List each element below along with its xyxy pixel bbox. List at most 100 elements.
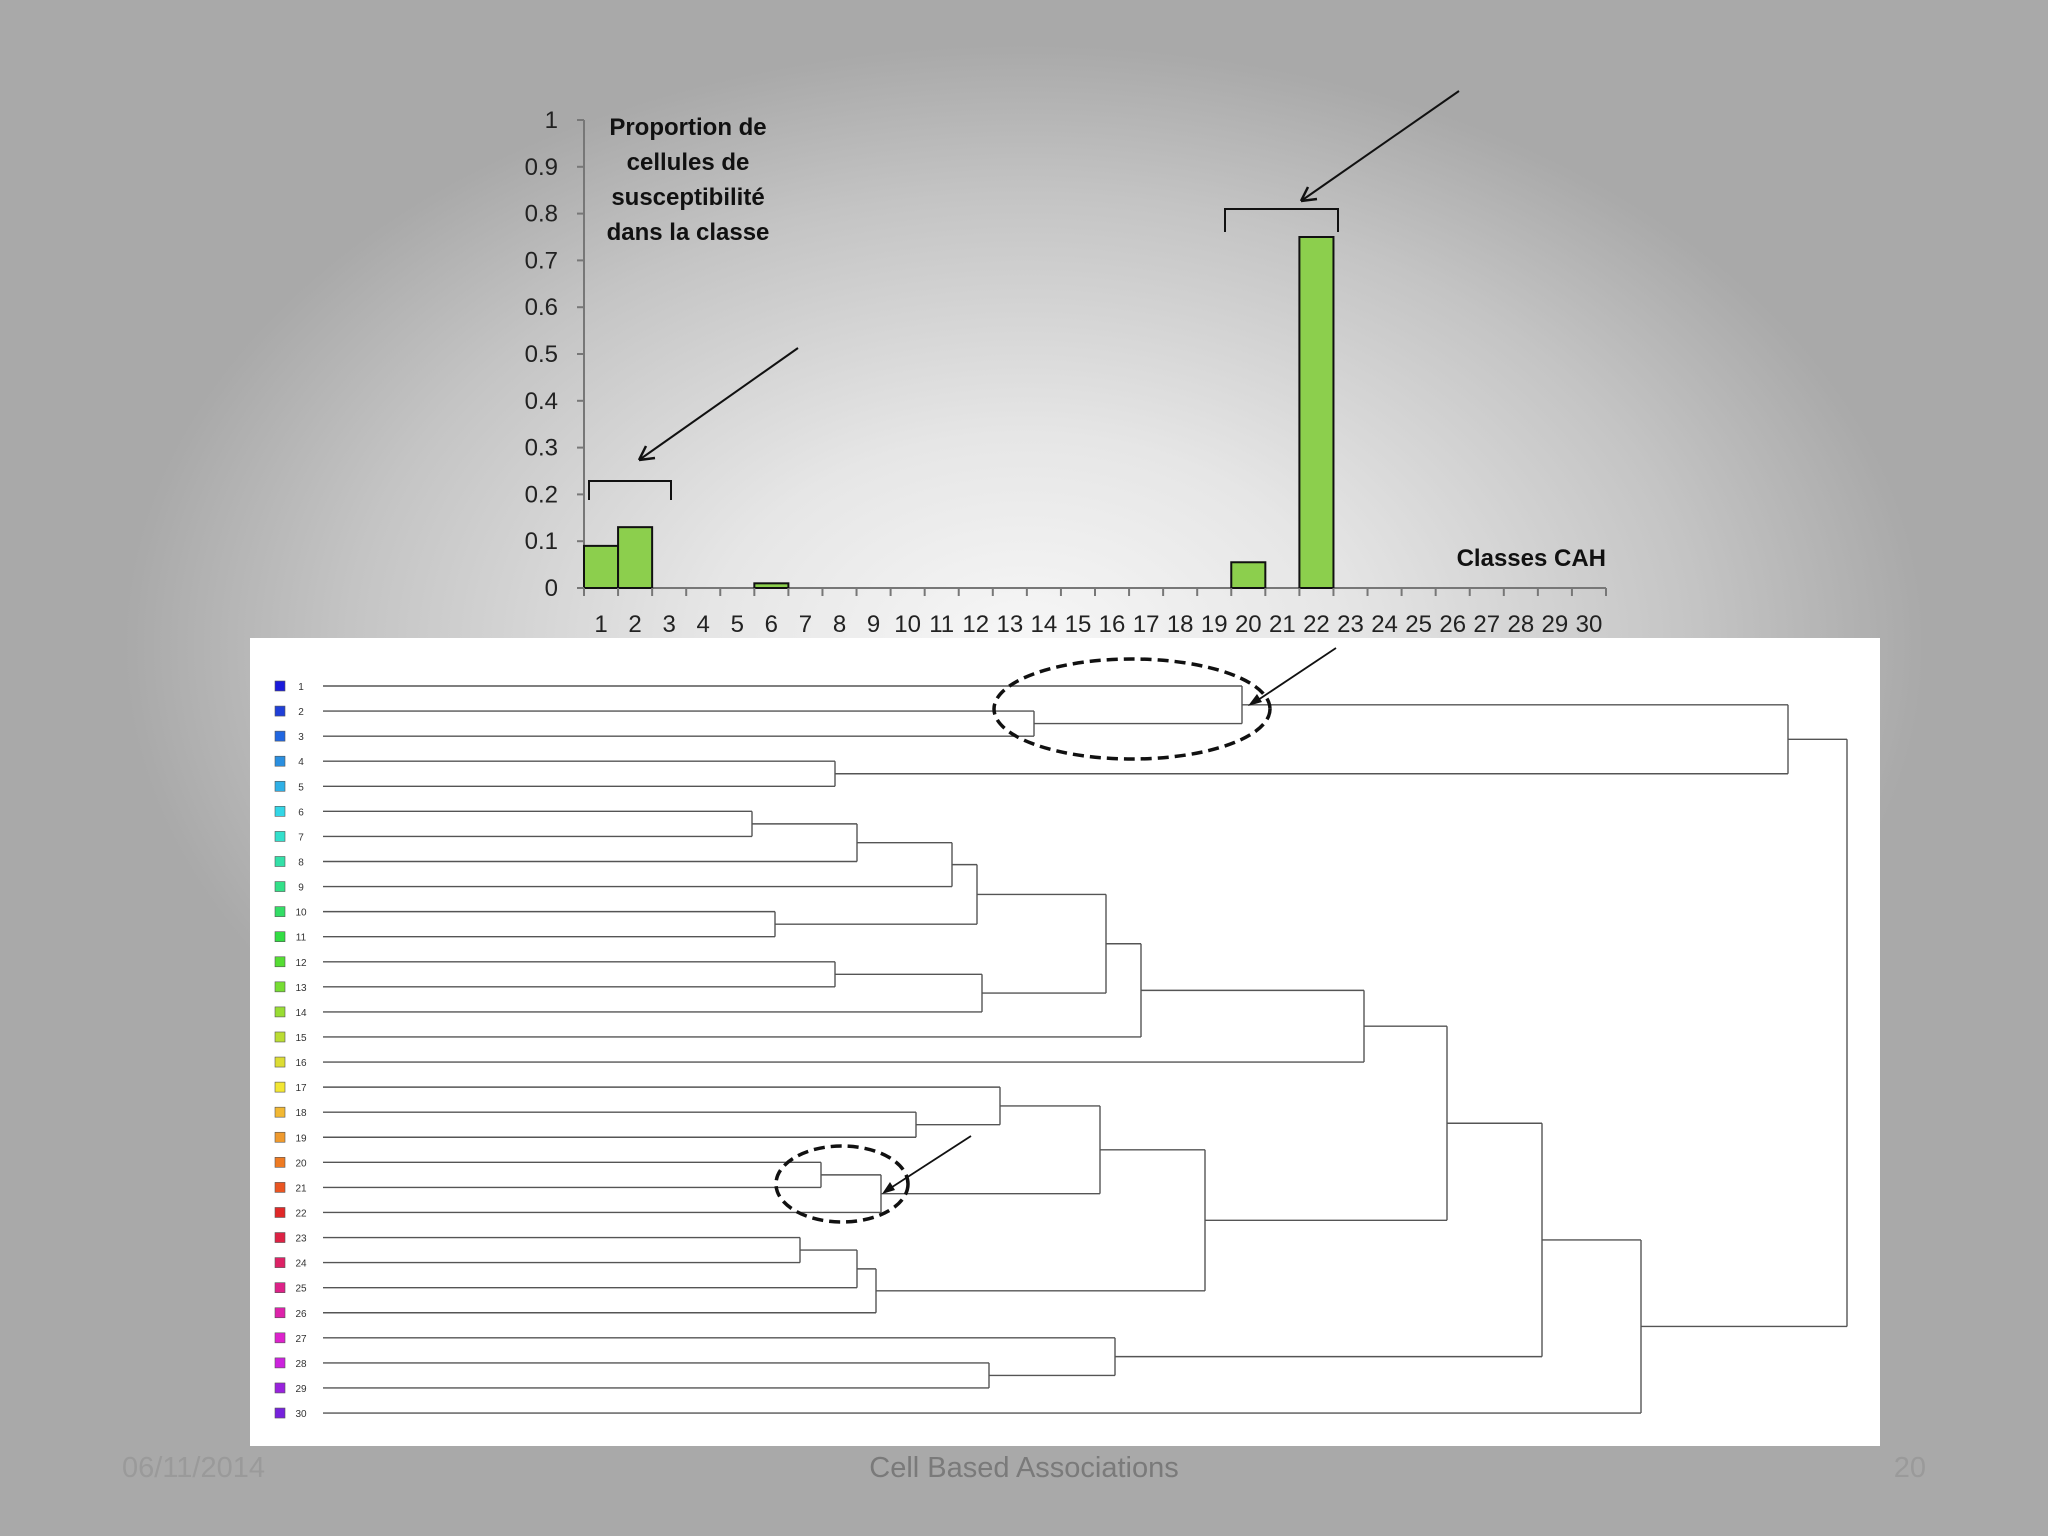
leaf-label: 10 — [295, 908, 307, 919]
y-tick-label: 0.3 — [525, 435, 558, 462]
leaf-color-swatch — [274, 1106, 286, 1118]
leaf-color-swatch — [274, 730, 286, 742]
leaf-label: 19 — [295, 1133, 307, 1144]
leaf-label: 20 — [295, 1158, 307, 1169]
y-axis-label-line-4: dans la classe — [607, 219, 770, 246]
leaf-label: 30 — [295, 1409, 307, 1420]
x-tick-label: 26 — [1439, 611, 1466, 638]
x-tick-label: 16 — [1099, 611, 1126, 638]
leaf-label: 8 — [298, 857, 304, 868]
leaf-label: 27 — [295, 1334, 307, 1345]
leaf-label: 26 — [295, 1309, 307, 1320]
x-tick-label: 17 — [1133, 611, 1160, 638]
leaf-label: 28 — [295, 1359, 307, 1370]
leaf-color-swatch — [274, 1382, 286, 1394]
arrow-group-1 — [638, 347, 799, 461]
y-tick-label: 0.2 — [525, 481, 558, 508]
y-axis-label-line-2: cellules de — [627, 149, 750, 176]
leaf-color-swatch — [274, 806, 286, 817]
leaf-color-swatch — [274, 1407, 286, 1419]
bar-class-2 — [617, 526, 654, 589]
footer-title: Cell Based Associations — [869, 1452, 1179, 1484]
leaf-label: 21 — [295, 1183, 307, 1194]
leaf-label: 16 — [295, 1058, 307, 1069]
bar-class-1 — [583, 544, 620, 590]
x-tick-label: 22 — [1303, 611, 1330, 638]
leaf-color-swatch — [274, 1081, 286, 1093]
dendrogram-leaves: 1234567891011121314151617181920212223242… — [274, 680, 307, 1420]
leaf-color-swatch — [274, 856, 286, 867]
x-tick-label: 30 — [1576, 611, 1603, 638]
dendrogram: 1234567891011121314151617181920212223242… — [274, 647, 1848, 1420]
x-tick-label: 8 — [833, 611, 846, 638]
leaf-label: 22 — [295, 1208, 307, 1219]
leaf-label: 25 — [295, 1284, 307, 1295]
x-tick-label: 6 — [765, 611, 778, 638]
highlight-arrow-2 — [885, 1135, 972, 1192]
x-tick-label: 23 — [1337, 611, 1364, 638]
x-tick-label: 29 — [1542, 611, 1569, 638]
x-tick-label: 19 — [1201, 611, 1228, 638]
dendrogram-links — [323, 685, 1848, 1414]
leaf-color-swatch — [274, 1031, 286, 1043]
bracket-group-1 — [588, 480, 672, 500]
bar-class-20 — [1230, 561, 1267, 590]
leaf-label: 29 — [295, 1384, 307, 1395]
leaf-color-swatch — [274, 931, 286, 943]
x-tick-label: 13 — [996, 611, 1023, 638]
y-tick-label: 0.8 — [525, 201, 558, 228]
chart-bars — [583, 236, 1335, 590]
leaf-label: 2 — [298, 707, 304, 718]
leaf-label: 9 — [298, 883, 304, 894]
y-axis-label-line-1: Proportion de — [609, 114, 766, 141]
x-tick-label: 4 — [697, 611, 710, 638]
y-tick-label: 0.4 — [525, 388, 558, 415]
x-tick-label: 7 — [799, 611, 812, 638]
bar-class-22 — [1298, 236, 1335, 589]
leaf-color-swatch — [274, 981, 286, 993]
leaf-color-swatch — [274, 1006, 286, 1018]
y-tick-label: 0.7 — [525, 247, 558, 274]
leaf-color-swatch — [274, 755, 286, 767]
x-tick-label: 10 — [894, 611, 921, 638]
leaf-color-swatch — [274, 906, 286, 917]
leaf-color-swatch — [274, 780, 286, 792]
x-axis-label: Classes CAH — [1457, 545, 1606, 572]
leaf-label: 5 — [298, 782, 304, 793]
x-tick-label: 27 — [1473, 611, 1500, 638]
highlight-arrow-2-head — [882, 1182, 895, 1194]
bar-class-6 — [753, 582, 790, 590]
x-tick-label: 28 — [1507, 611, 1534, 638]
leaf-label: 17 — [295, 1083, 307, 1094]
x-tick-label: 14 — [1031, 611, 1058, 638]
x-tick-label: 1 — [594, 611, 607, 638]
y-tick-label: 0 — [545, 575, 558, 602]
leaf-label: 24 — [295, 1259, 307, 1270]
footer-page-number: 20 — [1893, 1452, 1926, 1484]
leaf-label: 13 — [295, 983, 307, 994]
leaf-color-swatch — [274, 1207, 286, 1218]
y-axis-label-line-3: susceptibilité — [611, 184, 764, 211]
y-tick-label: 0.5 — [525, 341, 558, 368]
arrow-group-2 — [1300, 90, 1460, 202]
chart-ticks: 00.10.20.30.40.50.60.70.80.911 2 3 4 5 6 7 8 9 10… — [525, 107, 1607, 638]
leaf-label: 6 — [298, 807, 304, 818]
leaf-color-swatch — [274, 1157, 286, 1168]
x-tick-label: 11 — [929, 611, 954, 638]
x-tick-label: 9 — [867, 611, 880, 638]
x-tick-label: 5 — [731, 611, 744, 638]
arrow-group-1-head — [637, 445, 656, 462]
x-tick-label: 20 — [1235, 611, 1262, 638]
leaf-label: 14 — [295, 1008, 307, 1019]
x-tick-label: 21 — [1269, 611, 1296, 638]
leaf-label: 23 — [295, 1234, 307, 1245]
arrow-group-2-head — [1299, 186, 1318, 203]
leaf-color-swatch — [274, 1307, 286, 1319]
leaf-color-swatch — [274, 680, 286, 692]
y-tick-label: 0.9 — [525, 154, 558, 181]
highlight-ellipse-2 — [774, 1144, 910, 1224]
highlight-arrow-1 — [1251, 647, 1337, 705]
leaf-color-swatch — [274, 1332, 286, 1344]
leaf-color-swatch — [274, 956, 286, 968]
leaf-color-swatch — [274, 831, 286, 842]
